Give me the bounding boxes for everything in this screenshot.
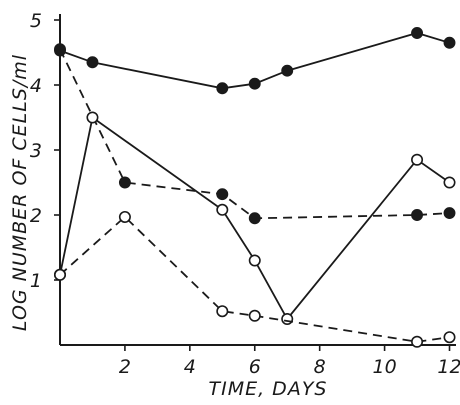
series-1-point: [86, 56, 99, 69]
series-1-point: [443, 36, 456, 49]
x-tick-label: 8: [314, 356, 326, 378]
x-tick-label: 6: [249, 356, 261, 378]
series-4-point: [248, 309, 261, 322]
series-4-point: [118, 210, 131, 223]
series-1-point: [216, 82, 229, 95]
x-axis-label: TIME, DAYS: [209, 378, 328, 400]
series-1: [54, 27, 456, 95]
x-tick-label: 12: [437, 356, 460, 378]
y-tick-label: 3: [30, 140, 42, 162]
series-3-point: [443, 176, 456, 189]
series-3-point: [86, 111, 99, 124]
series-2-point: [118, 176, 131, 189]
series-2: [54, 43, 456, 225]
y-axis-label: LOG NUMBER OF CELLS/ml: [9, 54, 31, 331]
x-tick-label: 2: [119, 356, 131, 378]
x-tick-label: 10: [372, 356, 396, 378]
series-3-point: [216, 203, 229, 216]
y-tick-label: 5: [30, 10, 42, 32]
series-3-point: [281, 312, 294, 325]
y-tick-label: 1: [30, 270, 42, 292]
y-tick-label: 2: [30, 205, 42, 227]
series-4-point: [53, 268, 66, 281]
x-tick-label: 4: [184, 356, 196, 378]
series-4-point: [411, 335, 424, 348]
series-2-point: [54, 43, 66, 56]
series-1-point: [411, 27, 423, 39]
series-4-point: [216, 305, 229, 318]
series-layer: [53, 27, 456, 348]
series-1-point: [248, 77, 261, 90]
series-2-point: [443, 207, 456, 220]
series-3-point: [411, 153, 424, 166]
series-2-point: [411, 209, 423, 221]
series-2-point: [248, 212, 261, 225]
axes: [59, 14, 456, 346]
series-4: [53, 210, 456, 348]
series-3-point: [248, 254, 261, 267]
series-1-point: [281, 64, 294, 77]
series-2-point: [216, 188, 229, 201]
series-2-line: [59, 48, 450, 220]
series-4-line: [59, 215, 450, 343]
y-tick-label: 4: [30, 75, 42, 97]
series-4-point: [443, 331, 456, 344]
